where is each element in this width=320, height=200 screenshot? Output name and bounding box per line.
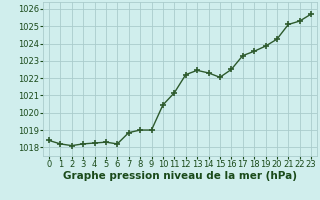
- X-axis label: Graphe pression niveau de la mer (hPa): Graphe pression niveau de la mer (hPa): [63, 171, 297, 181]
